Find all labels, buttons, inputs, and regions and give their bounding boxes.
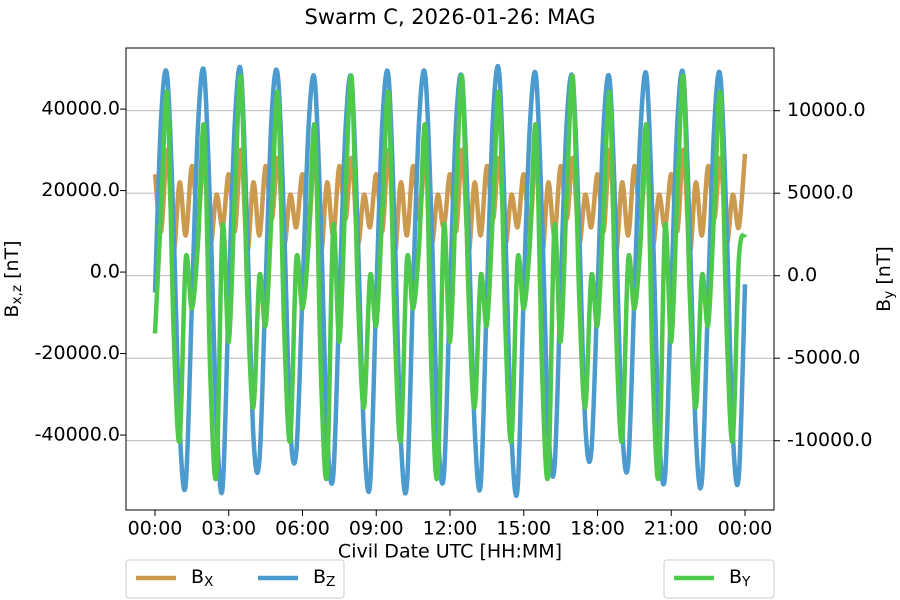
x-tick-label: 12:00	[423, 518, 478, 540]
y2-tick-label: -10000.0	[787, 429, 872, 451]
legend-box	[663, 559, 775, 599]
y-tick-label: -40000.0	[35, 424, 120, 446]
x-tick-label: 18:00	[570, 518, 625, 540]
y2-tick-label: -5000.0	[787, 347, 860, 369]
x-tick-label: 00:00	[718, 518, 773, 540]
y-tick-label: 20000.0	[41, 179, 120, 201]
y-axis-label: Bx,z [nT]	[1, 240, 26, 317]
x-tick-label: 00:00	[128, 518, 183, 540]
plot-frame	[125, 47, 775, 511]
x-tick-label: 06:00	[275, 518, 330, 540]
legend-box	[125, 559, 345, 599]
x-tick-label: 15:00	[496, 518, 551, 540]
y2-tick-label: 5000.0	[787, 182, 853, 204]
y-tick-label: 40000.0	[41, 98, 120, 120]
y2-tick-label: 10000.0	[787, 99, 866, 121]
x-tick-label: 03:00	[201, 518, 256, 540]
y2-tick-label: 0.0	[787, 264, 817, 286]
chart-title: Swarm C, 2026-01-26: MAG	[305, 5, 596, 29]
y2-axis-label: By [nT]	[873, 246, 898, 312]
x-axis-label: Civil Date UTC [HH:MM]	[338, 541, 562, 563]
y-tick-label: 0.0	[90, 261, 120, 283]
legend-label: BY	[729, 566, 751, 591]
data-line	[152, 73, 748, 482]
legend-label: BZ	[313, 566, 335, 591]
y-tick-label: -20000.0	[35, 342, 120, 364]
x-tick-label: 09:00	[349, 518, 404, 540]
legend-label: BX	[191, 566, 213, 591]
x-tick-label: 21:00	[644, 518, 699, 540]
